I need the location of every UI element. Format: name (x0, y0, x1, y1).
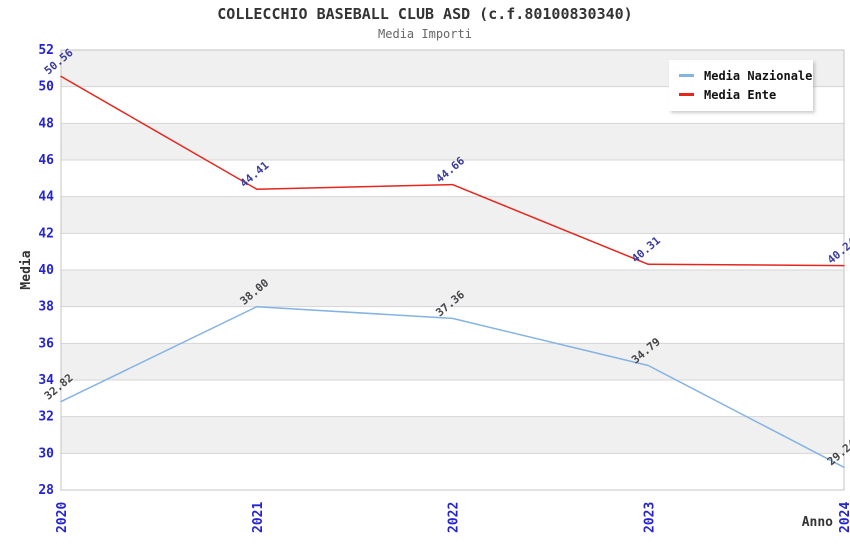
media-nazionale-line-swatch-icon (679, 74, 694, 77)
data-point-label: 40.24 (825, 235, 850, 266)
y-axis-tick-label: 50 (38, 80, 54, 95)
legend-item-media-nazionale: Media Nazionale (679, 66, 812, 85)
y-axis-tick-label: 46 (38, 153, 54, 168)
y-axis-title: Media (19, 250, 34, 289)
series-line-media-nazionale (60, 305, 845, 469)
plot-border (60, 49, 845, 491)
x-axis-tick-label: 2021 (251, 502, 266, 533)
plot-band (61, 270, 844, 307)
y-axis-tick-label: 38 (38, 300, 54, 315)
x-axis-tick-label: 2020 (55, 502, 70, 533)
chart-title: COLLECCHIO BASEBALL CLUB ASD (c.f.801008… (217, 5, 633, 23)
y-axis-tick-label: 36 (38, 336, 54, 351)
legend-item-media-ente: Media Ente (679, 85, 803, 104)
series-line-media-ente (60, 75, 845, 267)
media-ente-line-swatch-icon (679, 93, 694, 96)
y-axis-tick-label: 42 (38, 226, 54, 241)
plot-band (61, 196, 844, 234)
x-axis-tick-label: 2023 (642, 502, 657, 533)
x-axis-tick-label: 2022 (447, 502, 462, 533)
y-axis-tick-label: 30 (38, 446, 54, 461)
y-axis-tick-label: 44 (38, 190, 54, 205)
y-axis-tick-label: 40 (38, 263, 54, 278)
chart-subtitle: Media Importi (378, 27, 472, 41)
data-point-label: 44.41 (238, 159, 272, 190)
chart-legend: Media Nazionale Media Ente (669, 60, 813, 111)
y-axis-tick-label: 28 (38, 483, 54, 498)
x-axis-title: Anno (802, 515, 833, 530)
legend-label: Media Ente (704, 87, 777, 102)
plot-band (61, 123, 844, 160)
y-axis-tick-label: 34 (38, 373, 54, 388)
y-axis-tick-label: 48 (38, 116, 54, 131)
plot-band (61, 416, 844, 454)
x-axis-tick-label: 2024 (838, 502, 850, 533)
data-point-label: 40.31 (629, 234, 663, 265)
y-axis-tick-label: 52 (38, 43, 54, 58)
y-axis-tick-label: 32 (38, 410, 54, 425)
plot-band (61, 343, 844, 380)
legend-label: Media Nazionale (704, 68, 813, 83)
